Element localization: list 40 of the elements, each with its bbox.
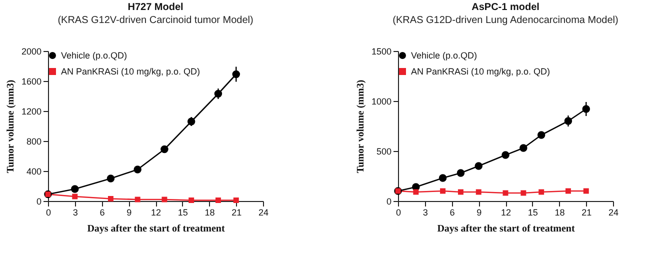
x-tick-label: 21 [582,208,592,218]
x-tick-label: 6 [100,208,105,218]
chart-subtitle: (KRAS G12V-driven Carcinoid tumor Model) [58,15,254,26]
x-tick-label: 18 [204,208,215,218]
x-tick-label: 15 [528,208,538,218]
x-tick-label: 21 [232,208,242,218]
x-tick-label: 6 [450,208,455,218]
chart-title: H727 Model [128,2,184,13]
legend-label: AN PanKRASi (10 mg/kg, p.o. QD) [61,66,200,76]
x-tick-label: 18 [554,208,565,218]
y-tick-label: 1600 [21,76,42,86]
x-tick-label: 9 [126,208,132,218]
legend-label: AN PanKRASi (10 mg/kg, p.o. QD) [411,66,550,76]
x-tick-label: 24 [608,208,619,218]
y-axis-title: Tumor volume (mm3) [355,80,366,174]
y-tick-label: 500 [376,146,392,156]
x-tick-label: 3 [72,208,78,218]
x-tick-label: 3 [422,208,428,218]
y-tick-label: 1000 [371,96,392,106]
legend-label: Vehicle (p.o.QD) [61,50,128,60]
x-tick-label: 0 [396,208,402,218]
x-tick-label: 9 [476,208,482,218]
y-tick-label: 400 [26,166,42,176]
x-tick-label: 15 [178,208,188,218]
x-tick-label: 0 [46,208,52,218]
y-tick-label: 2000 [21,46,42,56]
x-tick-label: 12 [150,208,162,218]
y-tick-label: 800 [26,136,42,146]
x-axis-title: Days after the start of treatment [87,224,226,234]
y-tick-label: 1500 [371,46,392,56]
x-tick-label: 24 [258,208,269,218]
y-axis-title: Tumor volume (mm3) [5,80,16,174]
chart-subtitle: (KRAS G12D-driven Lung Adenocarcinoma Model) [392,15,618,26]
chart-title: AsPC-1 model [472,2,540,13]
y-tick-label: 0 [36,196,42,206]
y-tick-label: 0 [386,196,392,206]
x-axis-title: Days after the start of treatment [437,224,576,234]
legend-label: Vehicle (p.o.QD) [411,50,478,60]
x-tick-label: 12 [500,208,512,218]
y-tick-label: 1200 [21,106,42,116]
